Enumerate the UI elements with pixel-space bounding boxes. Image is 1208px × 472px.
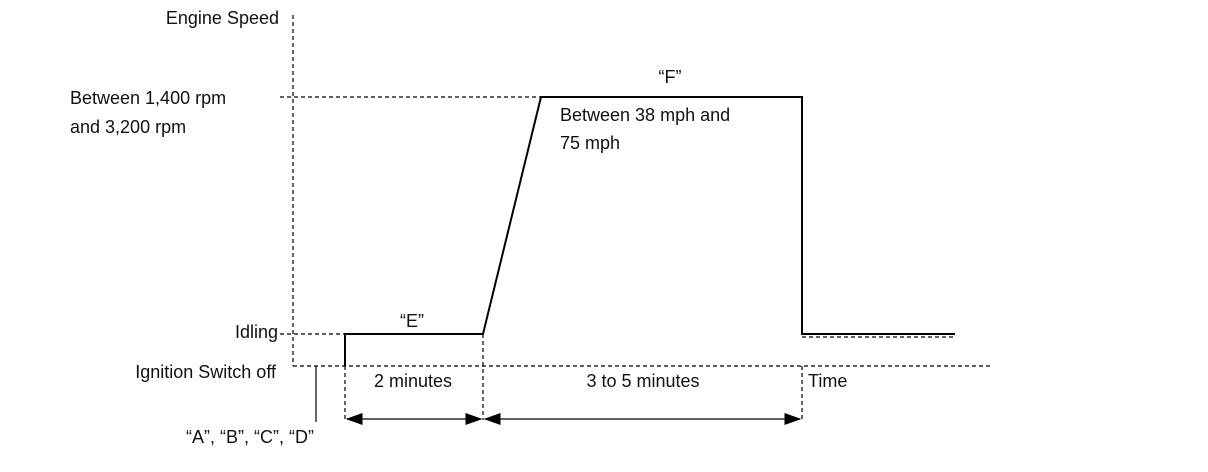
- duration-label: 2 minutes: [374, 371, 452, 391]
- duration-label: 3 to 5 minutes: [586, 371, 699, 391]
- speed-label: 75 mph: [560, 133, 620, 153]
- phase-label: “F”: [659, 67, 682, 87]
- start-label: “A”, “B”, “C”, “D”: [186, 427, 314, 447]
- y-label: Engine Speed: [166, 8, 279, 28]
- level-label: Ignition Switch off: [135, 362, 277, 382]
- level-label: and 3,200 rpm: [70, 117, 186, 137]
- phase-label: “E”: [400, 311, 424, 331]
- speed-profile: [344, 96, 955, 366]
- x-label: Time: [808, 371, 847, 391]
- speed-label: Between 38 mph and: [560, 105, 730, 125]
- level-label: Between 1,400 rpm: [70, 88, 226, 108]
- level-label: Idling: [235, 322, 278, 342]
